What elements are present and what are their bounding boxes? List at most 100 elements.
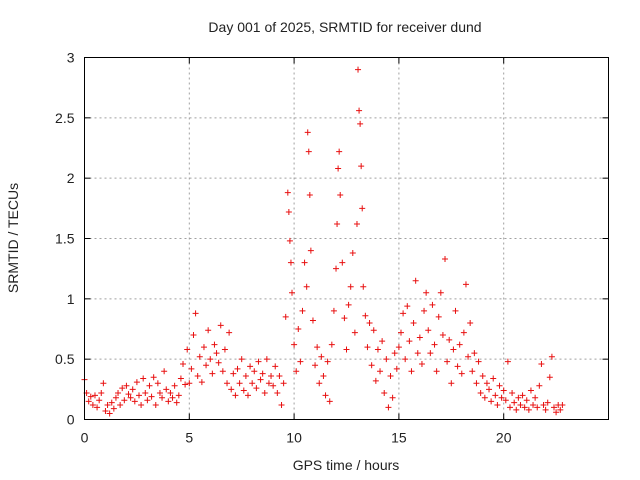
data-point <box>328 341 335 348</box>
data-point <box>362 312 369 319</box>
data-point <box>444 358 451 365</box>
data-point <box>192 310 199 317</box>
data-point <box>312 362 319 369</box>
data-point <box>276 373 283 380</box>
data-point <box>404 303 411 310</box>
data-point <box>142 389 149 396</box>
data-point <box>479 373 486 380</box>
data-point <box>389 394 396 401</box>
data-point <box>272 363 279 370</box>
axis-layer: 0 0.5 1 1.5 2 2.5 3 0 5 10 15 20 <box>55 50 609 446</box>
data-point <box>240 387 247 394</box>
data-point <box>381 389 388 396</box>
data-point <box>287 259 294 266</box>
x-tick-label: 0 <box>81 430 89 446</box>
data-point <box>490 375 497 382</box>
data-point <box>295 326 302 332</box>
data-point <box>299 307 306 314</box>
data-point <box>270 382 277 389</box>
data-point <box>324 358 331 365</box>
data-point <box>163 386 170 393</box>
data-point <box>127 394 134 401</box>
data-point <box>205 327 212 334</box>
data-point <box>301 259 308 266</box>
data-point <box>406 338 413 345</box>
data-point <box>486 386 493 393</box>
data-point <box>334 221 341 228</box>
data-point <box>307 247 314 254</box>
data-point <box>87 393 94 400</box>
data-point <box>364 344 371 351</box>
data-point <box>454 363 461 370</box>
data-point <box>226 329 233 336</box>
x-tick-label: 20 <box>496 430 512 446</box>
data-point <box>360 283 367 290</box>
data-point <box>182 381 189 388</box>
x-tick-label: 5 <box>185 430 193 446</box>
x-axis-label: GPS time / hours <box>293 457 400 473</box>
data-point <box>353 221 360 228</box>
data-point <box>355 66 362 73</box>
data-point <box>335 165 342 172</box>
data-point <box>437 289 444 296</box>
data-point <box>525 406 532 413</box>
y-tick-label: 1.5 <box>55 231 75 247</box>
data-point <box>442 256 449 263</box>
data-point <box>517 402 524 409</box>
data-point <box>519 392 526 399</box>
data-point <box>161 368 168 375</box>
data-point <box>536 382 543 389</box>
data-point <box>238 356 245 363</box>
data-point <box>285 208 292 215</box>
data-point <box>94 404 101 411</box>
data-point <box>169 394 176 401</box>
data-point <box>306 192 313 199</box>
data-point <box>190 332 197 339</box>
data-point <box>540 402 547 409</box>
data-point <box>196 353 203 360</box>
data-point <box>316 380 323 387</box>
data-point <box>138 402 145 409</box>
data-point <box>473 380 480 387</box>
data-point <box>305 148 312 155</box>
data-point <box>488 398 495 405</box>
data-point <box>261 389 268 396</box>
data-point <box>553 409 560 416</box>
data-point <box>425 327 432 334</box>
data-point <box>416 334 423 341</box>
data-point <box>304 129 311 136</box>
data-point <box>322 392 329 399</box>
data-point <box>330 307 337 314</box>
data-point <box>291 341 298 348</box>
data-point <box>421 307 428 314</box>
data-point <box>159 394 166 401</box>
data-point <box>123 382 130 389</box>
data-point <box>207 356 214 363</box>
data-point <box>506 404 513 411</box>
data-point <box>203 362 210 369</box>
y-tick-label: 3 <box>67 50 75 66</box>
data-point <box>96 397 103 404</box>
data-point <box>209 370 216 377</box>
data-point <box>435 313 442 320</box>
data-point <box>144 397 151 404</box>
data-point <box>559 402 566 409</box>
data-point <box>504 358 511 365</box>
data-point <box>148 393 155 400</box>
data-point <box>234 365 241 372</box>
data-point <box>483 380 490 387</box>
data-point <box>343 346 350 353</box>
data-point <box>112 394 119 401</box>
data-point <box>469 368 476 375</box>
data-point <box>150 374 157 381</box>
data-point <box>326 398 333 405</box>
data-point <box>247 363 254 370</box>
data-point <box>336 148 343 155</box>
data-point <box>357 120 364 127</box>
data-point <box>414 350 421 357</box>
data-point <box>372 377 379 384</box>
data-point <box>318 353 325 360</box>
data-point <box>513 406 520 413</box>
data-point <box>429 301 436 308</box>
